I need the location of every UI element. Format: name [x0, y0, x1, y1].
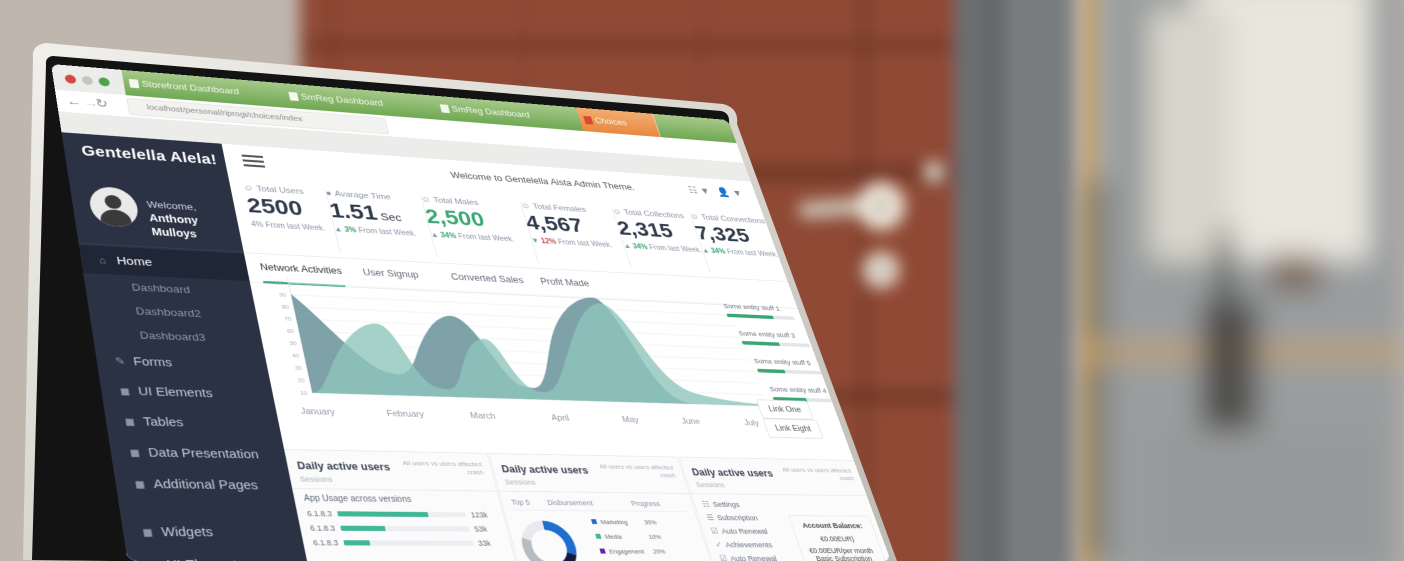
svg-text:Marketing: Marketing: [600, 520, 629, 527]
svg-text:50: 50: [289, 341, 297, 347]
svg-text:40: 40: [292, 353, 300, 359]
svg-text:10: 10: [300, 391, 308, 397]
svg-text:30: 30: [295, 366, 303, 372]
svg-text:70: 70: [284, 317, 292, 323]
svg-text:80: 80: [281, 305, 289, 311]
svg-text:30%: 30%: [644, 520, 658, 526]
svg-text:90: 90: [279, 293, 287, 299]
svg-text:20: 20: [297, 378, 305, 384]
svg-text:100: 100: [273, 281, 284, 287]
svg-text:20%: 20%: [653, 549, 667, 555]
svg-text:Media: Media: [604, 534, 623, 540]
svg-text:10%: 10%: [648, 535, 662, 541]
svg-text:Engagement: Engagement: [609, 549, 646, 556]
svg-text:60: 60: [287, 329, 295, 335]
